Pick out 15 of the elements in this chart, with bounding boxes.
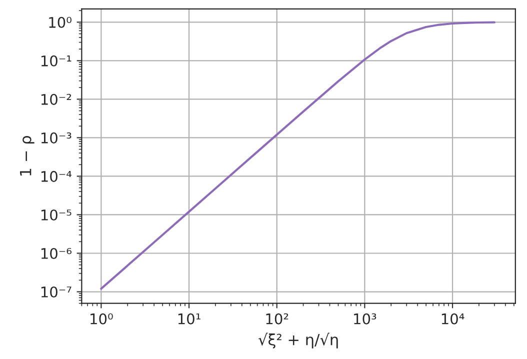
y-tick-label: 10⁰	[49, 16, 72, 28]
x-axis-title: √ξ² + η/√η	[258, 332, 338, 348]
y-tick-label: 10⁻⁶	[41, 248, 72, 259]
x-tick-label: 10⁰	[90, 313, 113, 324]
x-tick-label: 10¹	[178, 313, 200, 324]
y-tick-label: 10⁻³	[41, 132, 72, 144]
y-tick-label: 10⁻⁵	[41, 209, 72, 220]
y-tick-label: 10⁻¹	[41, 55, 72, 66]
x-tick-label: 10⁴	[442, 313, 464, 324]
y-tick-label: 10⁻⁴	[41, 170, 72, 182]
x-tick-label: 10³	[354, 313, 376, 324]
y-axis-title: 1 − ρ	[20, 136, 34, 176]
y-tick-label: 10⁻²	[41, 94, 72, 105]
y-tick-label: 10⁻⁷	[41, 286, 72, 298]
x-tick-label: 10²	[266, 313, 288, 324]
